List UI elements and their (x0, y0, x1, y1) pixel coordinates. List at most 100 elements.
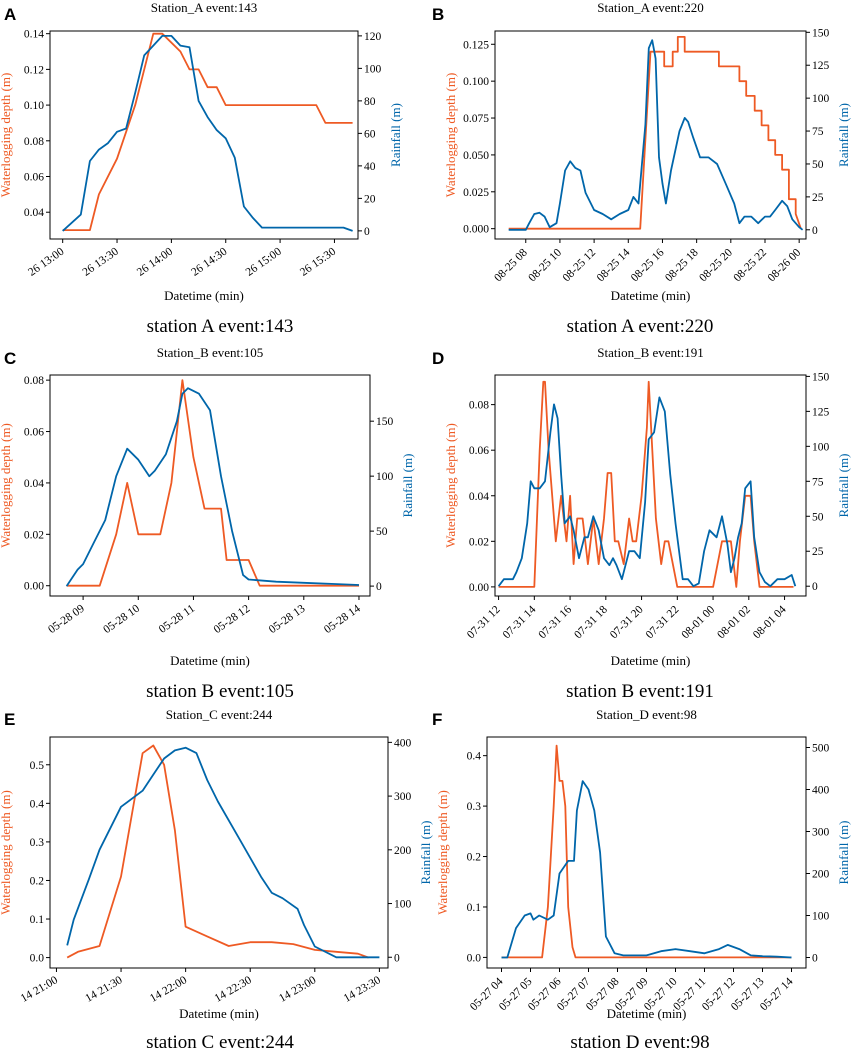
plot-frame (49, 30, 359, 240)
panel-caption: station D event:98 (570, 1032, 709, 1053)
y-left-tick-label: 0.125 (463, 39, 489, 51)
y-left-axis-label: Waterlogging depth (m) (0, 73, 13, 198)
chart-panel-b: B Station_A event:220 0.000 0.025 0.050 0.075… (432, 0, 851, 337)
x-tick-label: 08-26 00 (766, 246, 804, 284)
y-left-tick-label: 0.02 (24, 529, 44, 541)
y-right-axis-label: Rainfall (m) (388, 103, 403, 167)
y-right-tick-label: 25 (812, 546, 824, 558)
x-tick-label: 08-25 22 (731, 246, 769, 284)
chart-title: Station_D event:98 (596, 707, 697, 722)
plot-frame (494, 374, 807, 597)
y-right-axis-label: Rainfall (m) (836, 454, 851, 518)
x-tick-label: 14 23:30 (342, 974, 383, 1005)
y-left-tick-label: 0.02 (469, 536, 489, 548)
plot-frame (494, 30, 807, 240)
y-right-tick-label: 400 (812, 785, 830, 797)
plot-frame (49, 736, 389, 969)
waterlogging-depth-line (66, 379, 359, 587)
y-left-tick-label: 0.000 (463, 224, 489, 236)
y-left-tick-label: 0.06 (24, 172, 44, 184)
y-right-tick-label: 0 (812, 581, 818, 593)
x-tick-label: 05-27 14 (758, 975, 796, 1013)
y-left-tick-label: 0.2 (30, 875, 45, 887)
y-left-tick-label: 0.04 (24, 207, 44, 219)
y-left-tick-label: 0.3 (467, 801, 482, 813)
y-left-tick-label: 0.2 (467, 852, 482, 864)
x-tick-label: 05-28 13 (267, 602, 308, 636)
y-left-tick-label: 0.100 (463, 76, 489, 88)
y-left-tick-label: 0.08 (24, 375, 44, 387)
panel-label: F (432, 710, 442, 729)
y-right-tick-label: 0 (812, 225, 818, 237)
x-tick-label: 26 15:30 (298, 245, 338, 278)
x-axis-label: Datetime (min) (170, 653, 250, 668)
y-right-tick-label: 150 (812, 27, 830, 39)
x-tick-label: 14 22:00 (148, 974, 189, 1005)
panel-caption: station B event:191 (566, 681, 714, 702)
chart-title: Station_C event:244 (166, 707, 273, 722)
y-right-tick-label: 120 (364, 31, 382, 43)
waterlogging-depth-line (508, 36, 802, 230)
y-right-tick-label: 125 (812, 406, 830, 418)
x-tick-label: 08-25 08 (492, 246, 530, 284)
y-right-tick-label: 100 (364, 63, 382, 75)
y-left-tick-label: 0.00 (469, 582, 489, 594)
y-right-axis-label: Rainfall (m) (418, 821, 433, 885)
y-left-tick-label: 0.3 (30, 837, 45, 849)
y-right-tick-label: 500 (812, 743, 830, 755)
x-tick-label: 08-25 12 (561, 246, 599, 284)
x-tick-label: 08-25 16 (629, 246, 667, 284)
y-right-tick-label: 0 (364, 226, 370, 238)
x-tick-label: 08-01 02 (715, 603, 753, 641)
y-left-tick-label: 0.00 (24, 581, 44, 593)
x-tick-label: 05-28 11 (157, 602, 197, 635)
y-left-tick-label: 0.08 (24, 136, 44, 148)
chart-panel-c: C Station_B event:105 0.00 0.02 0.04 0.06 0.08… (0, 345, 415, 702)
panel-label: B (432, 5, 444, 24)
y-right-tick-label: 25 (812, 192, 824, 204)
y-left-tick-label: 0.04 (24, 478, 44, 490)
x-tick-label: 26 14:00 (135, 245, 175, 278)
y-right-tick-label: 50 (812, 511, 824, 523)
x-tick-label: 14 22:30 (213, 974, 254, 1005)
y-left-tick-label: 0.10 (24, 100, 44, 112)
y-right-tick-label: 75 (812, 476, 824, 488)
panel-caption: station B event:105 (146, 681, 294, 702)
y-left-tick-label: 0.4 (467, 751, 482, 763)
y-right-tick-label: 60 (364, 128, 376, 140)
rainfall-line (508, 39, 804, 231)
y-left-tick-label: 0.0 (467, 952, 482, 964)
y-right-tick-label: 100 (376, 471, 394, 483)
x-tick-label: 07-31 14 (501, 603, 539, 641)
y-left-tick-label: 0.4 (30, 798, 45, 810)
x-tick-label: 08-01 00 (680, 603, 718, 641)
y-right-tick-label: 0 (394, 952, 400, 964)
x-tick-label: 26 13:00 (26, 245, 66, 278)
x-tick-label: 08-25 20 (697, 246, 735, 284)
y-right-tick-label: 100 (812, 441, 830, 453)
y-left-axis-label: Waterlogging depth (m) (0, 423, 13, 548)
y-right-tick-label: 75 (812, 126, 824, 138)
x-tick-label: 07-31 20 (608, 603, 646, 641)
y-right-tick-label: 125 (812, 60, 830, 72)
x-tick-label: 08-25 18 (663, 246, 701, 284)
y-left-tick-label: 0.1 (30, 914, 45, 926)
x-tick-label: 08-25 10 (526, 246, 564, 284)
chart-title: Station_A event:143 (151, 0, 258, 15)
x-axis-label: Datetime (min) (611, 288, 691, 303)
x-tick-label: 07-31 16 (537, 603, 575, 641)
y-left-tick-label: 0.1 (467, 902, 482, 914)
y-right-axis-label: Rainfall (m) (400, 454, 415, 518)
x-tick-label: 05-28 10 (101, 602, 142, 636)
y-right-tick-label: 40 (364, 161, 376, 173)
x-axis-label: Datetime (min) (179, 1006, 259, 1021)
y-right-tick-label: 100 (394, 899, 412, 911)
x-tick-label: 05-28 09 (46, 602, 87, 636)
y-left-axis-label: Waterlogging depth (m) (0, 790, 13, 915)
x-tick-label: 14 21:00 (19, 974, 60, 1005)
chart-panel-d: D Station_B event:191 0.00 0.02 0.04 0.06 0.08… (432, 345, 851, 702)
plot-frame (486, 736, 807, 969)
chart-title: Station_B event:191 (597, 345, 704, 360)
chart-panel-e: E Station_C event:2440.00.10.20.30.40.501… (0, 707, 433, 1053)
